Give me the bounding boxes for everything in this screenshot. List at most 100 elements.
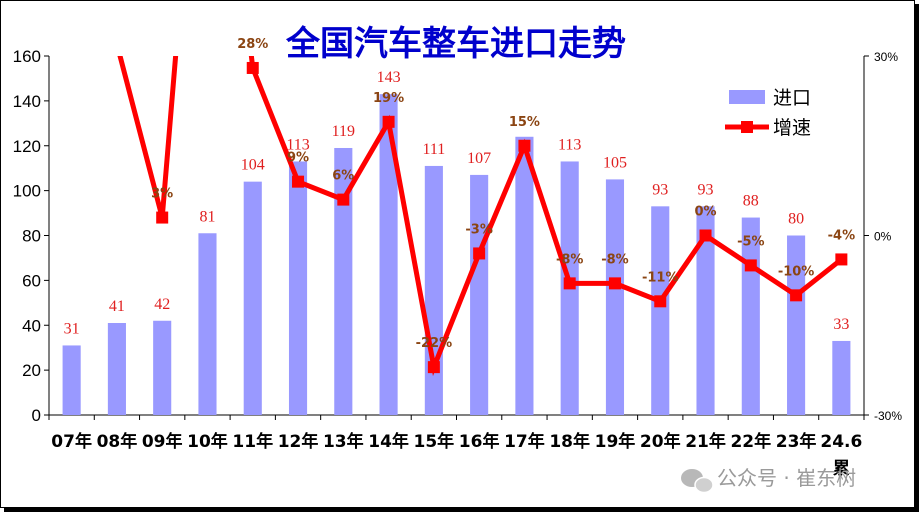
category-label: 13年 [323,431,364,452]
bar-import [107,323,126,415]
bars [62,94,851,416]
category-label-suffix: 累 [833,459,850,479]
growth-marker [790,289,803,302]
category-label: 19年 [595,431,636,452]
legend-swatch-bar [729,90,765,104]
category-label: 08年 [97,431,138,452]
bar-value-label: 80 [788,211,804,228]
bar-import [605,179,625,415]
bar-import [696,206,715,415]
growth-value-label: -10% [778,264,815,279]
y-right-tick-label: -30% [874,409,902,423]
y-left-tick-label: 120 [13,137,41,156]
y-right-tick-label: 30% [874,50,898,64]
y-left-tick-label: 100 [13,182,41,201]
growth-value-label: 3% [151,187,173,202]
category-label: 17年 [504,431,545,452]
legend-swatch-marker [741,121,753,133]
bar-value-label: 143 [377,69,401,86]
growth-value-label: -8% [601,252,628,267]
growth-marker [337,193,350,206]
watermark-text: 公众号 · 崔东树 [717,466,856,490]
bar-import [153,320,172,415]
category-label: 11年 [232,431,273,452]
bar-value-label: 119 [332,123,355,140]
growth-marker [427,361,440,374]
category-label: 09年 [142,431,183,452]
bar-value-label: 42 [154,296,170,313]
bar-value-label: 105 [603,154,627,171]
growth-value-label: -5% [737,234,764,249]
bar-value-label: 41 [109,298,125,315]
y-left-tick-label: 140 [13,92,41,111]
bar-value-label: 33 [833,316,849,333]
y-left-tick-label: 0 [32,406,41,425]
category-label: 07年 [51,431,92,452]
bar-value-label: 81 [199,208,215,225]
category-labels: 07年 08年 09年 10年 11年 12年 13年 14年 15年 16年 17年 18年 19年 2… [51,431,862,479]
bar-import [424,165,443,415]
chart-title: 全国汽车整车进口走势 [285,24,626,64]
growth-marker [518,139,531,152]
category-label: 18年 [549,431,590,452]
growth-value-label: -3% [465,222,492,237]
category-label: 21年 [685,431,726,452]
growth-value-label: 28% [237,37,268,52]
growth-marker [608,277,621,290]
y-left-tick-label: 160 [13,47,41,66]
category-label: 22年 [730,431,771,452]
y-left-tick-label: 40 [22,316,41,335]
growth-value-label: 15% [509,115,540,130]
bar-value-label: 113 [558,136,581,153]
bar-value-label: 93 [698,181,714,198]
wechat-icon [681,469,714,494]
growth-value-label: 0% [694,205,716,220]
category-label: 10年 [187,431,228,452]
growth-value-label: -8% [556,252,583,267]
category-label: 24.6 [820,432,862,452]
category-label: 16年 [459,431,500,452]
y-left-tick-label: 60 [22,271,41,290]
growth-marker [382,115,395,128]
growth-value-label: -4% [828,228,855,243]
growth-value-label: -22% [416,336,453,351]
growth-marker [563,277,576,290]
bar-import [832,340,851,415]
bar-value-label: 31 [64,320,80,337]
bar-import [198,233,217,415]
bar-value-label: 88 [743,193,759,210]
bar-import [651,206,670,415]
bar-value-label: 107 [467,150,491,167]
bar-import [515,136,534,415]
growth-value-label: 19% [373,91,404,106]
category-label: 12年 [278,431,319,452]
growth-marker [246,61,259,74]
bar-labels: 31 41 42 81 104 113 119 143 111 107 113 105 93 93 88 80… [64,69,850,337]
watermark: 公众号 · 崔东树 [681,466,856,494]
bar-import [787,235,806,415]
growth-marker [699,229,712,242]
bar-value-label: 93 [652,181,668,198]
bar-import [379,94,398,416]
category-label: 20年 [640,431,681,452]
growth-marker [473,247,486,260]
growth-value-label: 9% [287,151,309,166]
axes: 0 20 40 60 80 100 120 140 160 30% 0% -30% [13,47,903,425]
legend-label-import: 进口 [773,87,811,109]
bar-import [470,174,489,415]
y-left-tick-label: 80 [22,227,41,246]
growth-markers [156,61,848,374]
category-label: 15年 [414,431,455,452]
bar-value-label: 113 [286,136,309,153]
bar-import [288,161,308,415]
growth-marker [654,295,667,308]
legend-label-growth: 增速 [773,117,811,139]
growth-marker [835,253,848,266]
growth-marker [292,175,305,188]
chart-svg: 全国汽车整车进口走势 0 20 40 60 80 100 120 140 160 30% 0% -30… [13,24,903,494]
growth-value-label: -11% [642,270,679,285]
y-right-tick-label: 0% [874,230,892,244]
growth-value-label: 6% [332,169,354,184]
